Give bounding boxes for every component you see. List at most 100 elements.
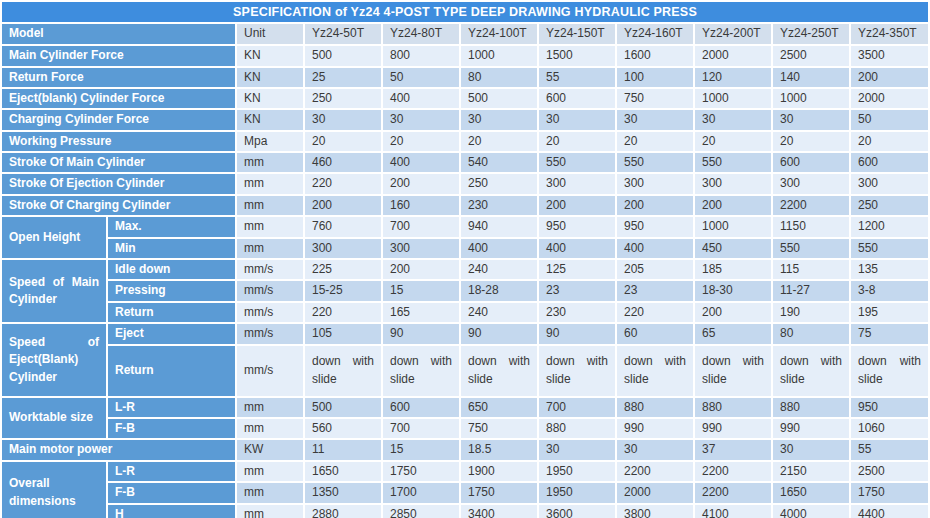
table-row: Worktable sizeL-Rmm500600650700880880880… — [1, 397, 929, 418]
value-cell: 18-30 — [694, 280, 772, 301]
row-label: Working Pressure — [1, 131, 236, 152]
value-cell: 990 — [772, 418, 850, 439]
value-cell: 30 — [538, 109, 616, 130]
value-cell: 2200 — [694, 482, 772, 503]
unit-cell: mm — [236, 482, 304, 503]
specification-table: SPECIFICATION of Yz24 4-POST TYPE DEEP D… — [0, 0, 930, 518]
value-cell: 4000 — [772, 504, 850, 518]
value-cell: 125 — [538, 259, 616, 280]
unit-cell: mm — [236, 173, 304, 194]
value-cell: 75 — [850, 323, 929, 344]
table-row: Minmm300300400400400450550550 — [1, 238, 929, 259]
value-cell: 880 — [694, 397, 772, 418]
value-cell: 240 — [460, 302, 538, 323]
table-row: Pressingmm/s15-251518-28232318-3011-273-… — [1, 280, 929, 301]
value-cell: 450 — [694, 238, 772, 259]
value-cell: 200 — [694, 302, 772, 323]
value-cell: 500 — [304, 45, 382, 66]
value-cell: 55 — [538, 67, 616, 88]
value-cell: 2150 — [772, 461, 850, 482]
column-header: Yz24-80T — [382, 23, 460, 45]
value-cell: 50 — [850, 109, 929, 130]
value-cell: 1000 — [694, 88, 772, 109]
value-cell: 250 — [460, 173, 538, 194]
row-group-label: Open Height — [1, 216, 107, 259]
value-cell: 120 — [694, 67, 772, 88]
row-label: Stroke Of Main Cylinder — [1, 152, 236, 173]
table-row: Eject(blank) Cylinder ForceKN25040050060… — [1, 88, 929, 109]
value-cell: 1700 — [382, 482, 460, 503]
value-cell: 1150 — [772, 216, 850, 237]
model-header: Model — [1, 23, 236, 45]
table-row: Stroke Of Ejection Cylindermm22020025030… — [1, 173, 929, 194]
table-row: Returnmm/s220165240230220200190195 — [1, 302, 929, 323]
value-cell: 200 — [694, 195, 772, 216]
value-cell: 30 — [616, 439, 694, 460]
unit-header: Unit — [236, 23, 304, 45]
value-cell: 550 — [850, 238, 929, 259]
table-row: Charging Cylinder ForceKN303030303030305… — [1, 109, 929, 130]
row-sub-label: Min — [107, 238, 236, 259]
value-cell: 4100 — [694, 504, 772, 518]
value-cell: 600 — [538, 88, 616, 109]
value-cell: 200 — [382, 173, 460, 194]
value-cell: 500 — [304, 397, 382, 418]
value-cell: 940 — [460, 216, 538, 237]
table-row: Open HeightMax.mm76070094095095010001150… — [1, 216, 929, 237]
value-cell: 2000 — [694, 45, 772, 66]
row-sub-label: Eject — [107, 323, 236, 344]
value-cell: 160 — [382, 195, 460, 216]
value-cell: 1200 — [850, 216, 929, 237]
unit-cell: mm/s — [236, 259, 304, 280]
row-sub-label: L-R — [107, 397, 236, 418]
row-group-label: Speed of Main Cylinder — [1, 259, 107, 323]
value-cell: 3400 — [460, 504, 538, 518]
value-cell: 20 — [850, 131, 929, 152]
row-sub-label: H — [107, 504, 236, 518]
value-cell: 700 — [382, 216, 460, 237]
unit-cell: mm/s — [236, 345, 304, 397]
row-sub-label: Max. — [107, 216, 236, 237]
unit-cell: Mpa — [236, 131, 304, 152]
table-row: Main Cylinder ForceKN5008001000150016002… — [1, 45, 929, 66]
value-cell: 560 — [304, 418, 382, 439]
value-cell: 550 — [694, 152, 772, 173]
row-sub-label: Idle down — [107, 259, 236, 280]
value-cell: 3800 — [616, 504, 694, 518]
value-cell: 1500 — [538, 45, 616, 66]
value-cell: 750 — [460, 418, 538, 439]
value-cell: down with slide — [304, 345, 382, 397]
value-cell: 165 — [382, 302, 460, 323]
value-cell: 23 — [538, 280, 616, 301]
table-row: Stroke Of Main Cylindermm460400540550550… — [1, 152, 929, 173]
value-cell: 540 — [460, 152, 538, 173]
row-sub-label: Pressing — [107, 280, 236, 301]
value-cell: 2200 — [616, 461, 694, 482]
value-cell: 200 — [850, 67, 929, 88]
value-cell: down with slide — [382, 345, 460, 397]
value-cell: 30 — [538, 439, 616, 460]
row-sub-label: F-B — [107, 418, 236, 439]
value-cell: 250 — [304, 88, 382, 109]
row-group-label: Speed of Eject(Blank) Cylinder — [1, 323, 107, 396]
column-header: Yz24-100T — [460, 23, 538, 45]
value-cell: 1060 — [850, 418, 929, 439]
value-cell: 30 — [772, 439, 850, 460]
value-cell: 2880 — [304, 504, 382, 518]
value-cell: 195 — [850, 302, 929, 323]
value-cell: 115 — [772, 259, 850, 280]
value-cell: 400 — [382, 152, 460, 173]
value-cell: 550 — [616, 152, 694, 173]
value-cell: 880 — [772, 397, 850, 418]
value-cell: 30 — [616, 109, 694, 130]
title-row: SPECIFICATION of Yz24 4-POST TYPE DEEP D… — [1, 1, 929, 23]
row-label: Main Cylinder Force — [1, 45, 236, 66]
value-cell: 250 — [850, 195, 929, 216]
unit-cell: mm/s — [236, 280, 304, 301]
value-cell: 950 — [616, 216, 694, 237]
value-cell: 2200 — [772, 195, 850, 216]
value-cell: 990 — [616, 418, 694, 439]
value-cell: 90 — [460, 323, 538, 344]
value-cell: 2000 — [850, 88, 929, 109]
value-cell: 300 — [694, 173, 772, 194]
